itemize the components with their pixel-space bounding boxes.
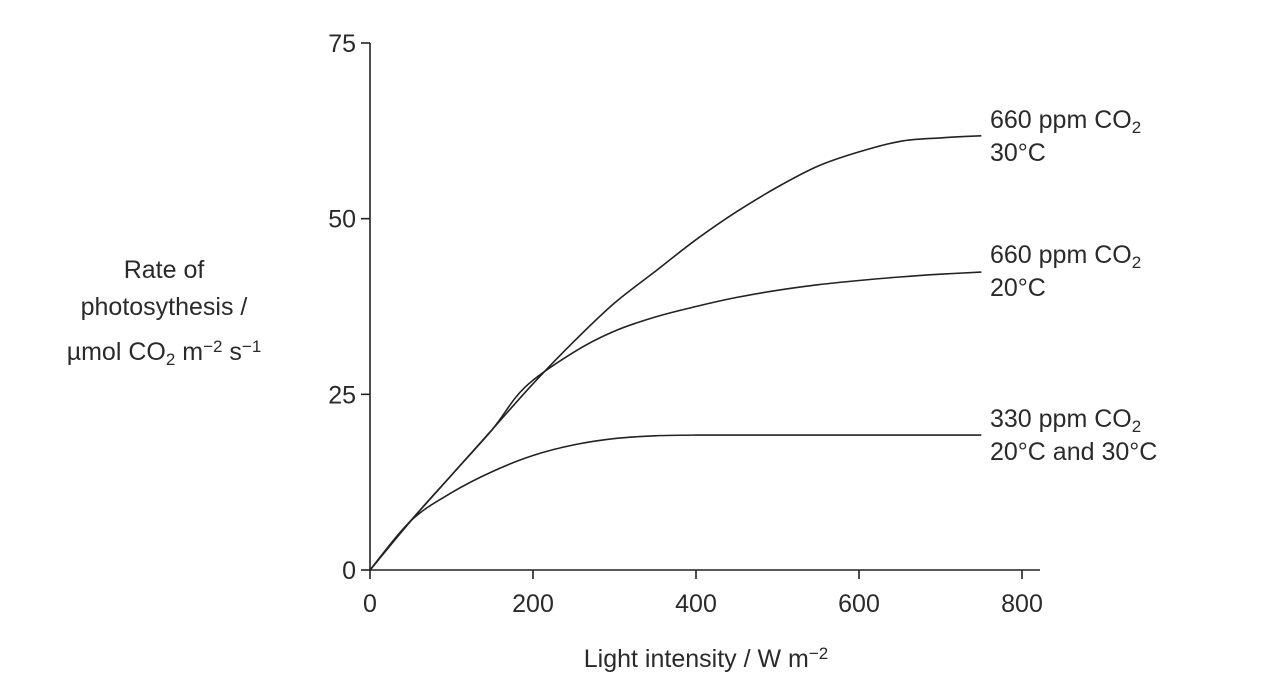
y-axis-label-line1: Rate of [124,256,205,284]
series-label-2: 20°C [990,274,1046,302]
series-label-3: 20°C and 30°C [990,438,1157,466]
x-axis-label: Light intensity / W m−2 [584,644,828,673]
y-tick-label: 50 [328,206,356,234]
series-label-3: 330 ppm CO2 [990,405,1141,436]
series-label-1: 660 ppm CO2 [990,106,1141,137]
series-line-1 [369,135,982,571]
series-line-3 [369,434,982,571]
series-label-1: 30°C [990,139,1046,167]
y-axis-label-line3: µmol CO2 m−2 s−1 [67,337,262,368]
x-tick-label: 400 [675,590,717,618]
series-label-2: 660 ppm CO2 [990,241,1141,272]
ticks: 0 200 400 600 800 0 25 50 75 [328,30,1043,618]
x-tick-label: 0 [363,590,377,618]
x-tick-label: 800 [1001,590,1043,618]
series-curves [369,135,982,571]
axis-titles: Light intensity / W m−2 Rate of photosythe… [67,256,829,673]
y-tick-label: 25 [328,381,356,409]
x-tick-label: 600 [838,590,880,618]
y-tick-label: 75 [328,30,356,58]
axes [369,43,1040,571]
series-line-2 [369,271,982,571]
y-tick-label: 0 [342,557,356,585]
x-tick-label: 200 [512,590,554,618]
y-axis-label-line2: photosythesis / [81,293,248,321]
